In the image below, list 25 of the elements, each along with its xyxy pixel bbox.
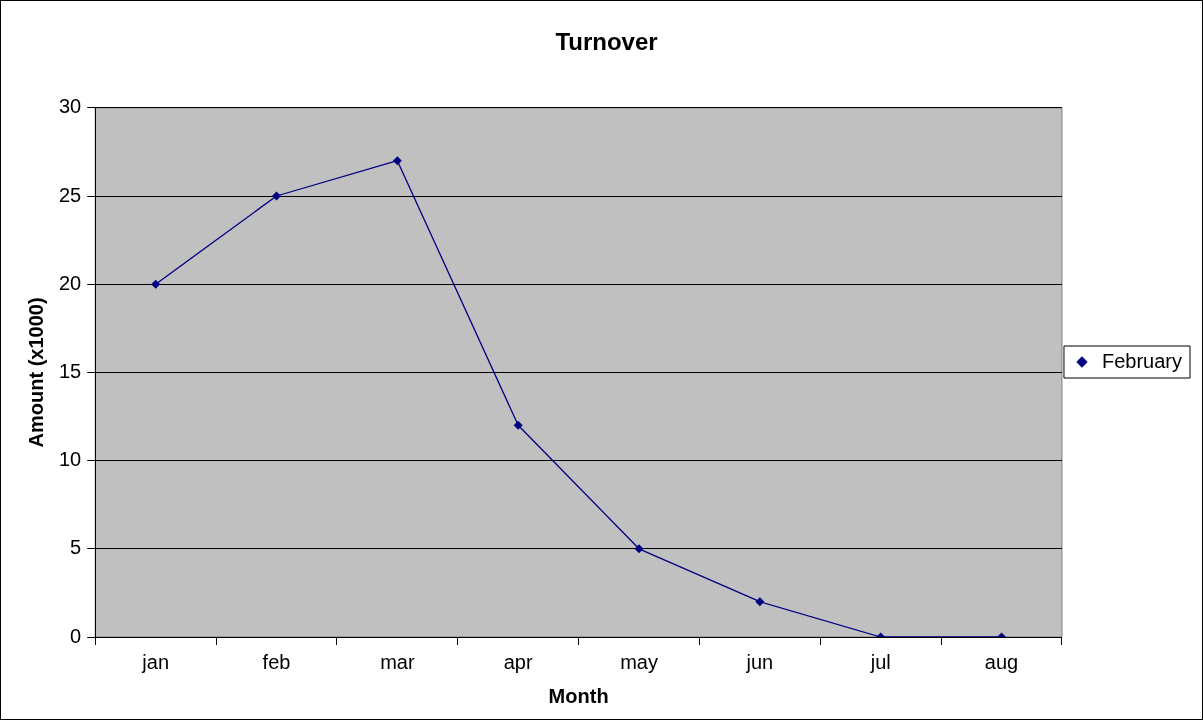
x-tick-label: mar — [380, 650, 415, 673]
y-tick-label: 15 — [59, 359, 82, 382]
point — [392, 156, 402, 166]
x-tick-label: jul — [869, 650, 891, 673]
x-tick-label: jun — [745, 650, 774, 673]
y-tick-label: 0 — [70, 624, 82, 647]
x-tick-label: apr — [503, 650, 533, 673]
y-tick-label: 25 — [59, 183, 82, 206]
x-tick-label: may — [620, 650, 658, 673]
x-tick-label: aug — [984, 650, 1019, 673]
point — [272, 191, 282, 201]
x-axis-title: Month — [548, 684, 609, 707]
point — [755, 597, 765, 607]
y-axis-title: Amount (x1000) — [24, 297, 47, 448]
y-tick-label: 20 — [59, 271, 82, 294]
point — [151, 279, 161, 289]
point — [513, 420, 523, 430]
y-tick-label: 10 — [59, 448, 82, 471]
legend-label: February — [1101, 349, 1182, 372]
x-tick-label: jan — [141, 650, 170, 673]
chart-title: Turnover — [555, 28, 658, 56]
x-tick-label: feb — [262, 650, 291, 673]
y-tick-label: 30 — [59, 95, 82, 118]
point — [634, 544, 644, 554]
y-tick-label: 5 — [70, 536, 82, 559]
